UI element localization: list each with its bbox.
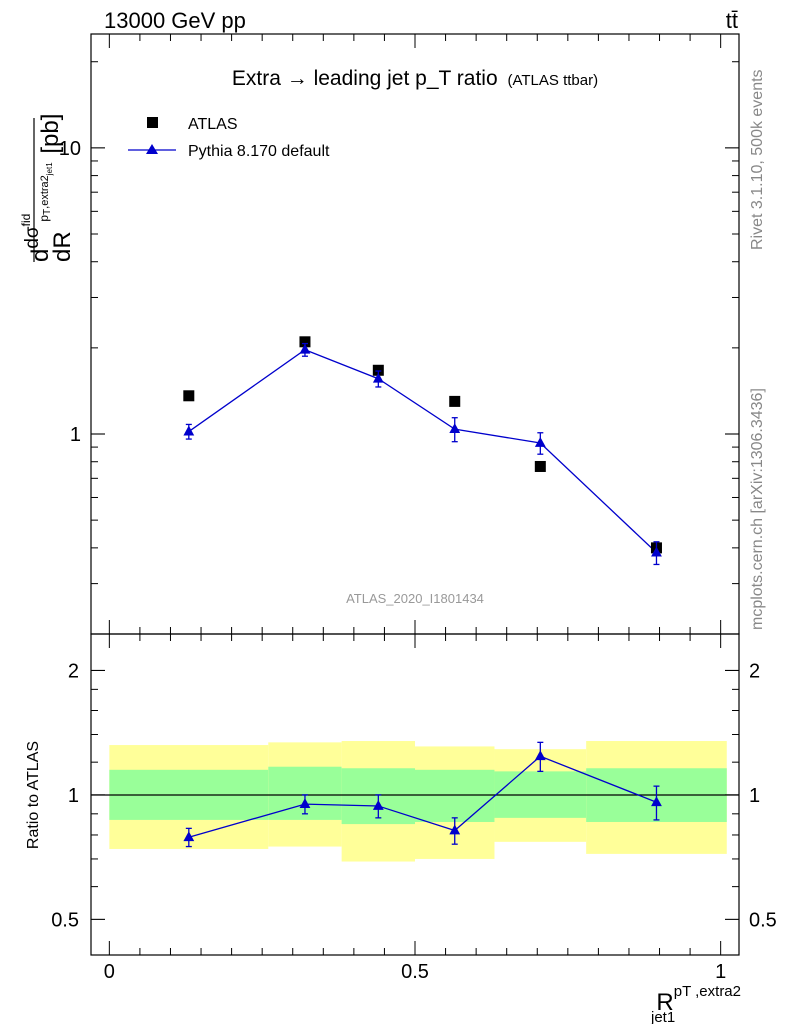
ratio-marks — [183, 741, 662, 848]
ratio-y-tick-label-right: 1 — [749, 785, 760, 807]
ratio-x-tick-label: 0.5 — [401, 961, 429, 983]
ratio-stat-uncertainty-band — [415, 769, 495, 822]
ratio-x-tick-label: 1 — [715, 961, 726, 983]
atlas-point — [299, 336, 311, 348]
main-ticks: 1 10 — [59, 34, 739, 634]
plot-title-text: Extra → leading jet p_T ratio — [232, 67, 498, 90]
pythia-point — [183, 425, 195, 436]
atlas-point — [183, 390, 195, 402]
ratio-ticks: 0.5 0.5 1 1 2 2 0 0.5 1 — [51, 634, 777, 983]
mcplots-label: mcplots.cern.ch [arXiv:1306.3436] — [749, 388, 766, 630]
legend: ATLAS Pythia 8.170 default — [128, 116, 330, 160]
atlas-point — [449, 395, 461, 407]
main-panel: 1 10 Extra → leading jet p_T ratio (ATLAS… — [19, 33, 740, 635]
plot-subtitle: (ATLAS ttbar) — [508, 72, 599, 89]
main-marks — [183, 336, 662, 566]
ratio-x-tick-label: 0 — [104, 961, 115, 983]
legend-atlas-marker — [147, 117, 158, 128]
energy-label: 13000 GeV pp — [104, 8, 246, 33]
ratio-point — [449, 824, 461, 835]
analysis-label: ATLAS_2020_I1801434 — [346, 591, 484, 606]
ratio-panel: 0.5 0.5 1 1 2 2 0 0.5 1 Ratio to ATLAS RpT ,extr… — [25, 633, 777, 1024]
pythia-point — [372, 372, 384, 383]
main-y-tick-label: 1 — [70, 424, 81, 446]
main-ylabel-denominator: dR — [49, 231, 76, 262]
pythia-point — [299, 343, 311, 354]
ratio-y-tick-label-right: 0.5 — [749, 909, 777, 931]
atlas-point — [372, 364, 384, 376]
ratio-point — [372, 800, 384, 810]
pythia-series-line — [188, 349, 657, 554]
process-label: tt̄ — [726, 8, 738, 33]
ratio-bands — [109, 741, 727, 862]
ratio-y-tick-label-left: 0.5 — [51, 909, 79, 931]
rivet-version-label: Rivet 3.1.10, 500k events — [749, 69, 766, 250]
ratio-point — [651, 796, 662, 807]
pythia-point — [651, 546, 662, 557]
ratio-y-tick-label-left: 2 — [68, 660, 79, 682]
ratio-y-tick-label-left: 1 — [68, 785, 79, 807]
legend-pythia-label: Pythia 8.170 default — [188, 143, 330, 160]
ratio-xlabel: RpT ,extra2 jet1 — [650, 983, 741, 1024]
ratio-ylabel: Ratio to ATLAS — [25, 741, 42, 849]
ratio-point — [299, 798, 311, 809]
pythia-point — [449, 423, 461, 434]
ratio-y-tick-label-right: 2 — [749, 660, 760, 682]
legend-pythia-marker — [146, 144, 158, 154]
main-y-tick-label: 10 — [59, 138, 81, 160]
ratio-series-line — [188, 755, 657, 838]
legend-atlas-label: ATLAS — [188, 116, 238, 133]
ratio-point — [534, 750, 546, 761]
pythia-point — [534, 437, 546, 447]
atlas-point — [534, 460, 546, 472]
ratio-point — [183, 831, 195, 842]
plot-title: Extra → leading jet p_T ratio (ATLAS ttb… — [232, 67, 598, 90]
